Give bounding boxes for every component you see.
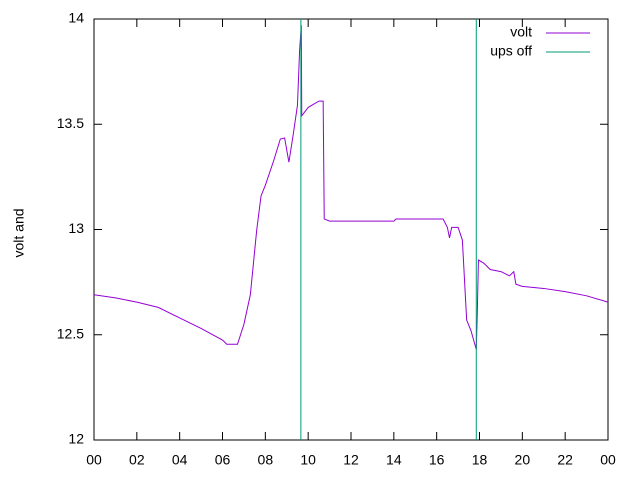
y-tick-label: 13.5 <box>57 115 84 131</box>
legend-label: ups off <box>490 43 532 59</box>
x-tick-label: 22 <box>557 452 573 468</box>
series-line <box>300 19 477 440</box>
y-tick-label: 14 <box>68 10 84 26</box>
x-tick-label: 00 <box>86 452 102 468</box>
x-tick-label: 04 <box>172 452 188 468</box>
x-tick-label: 02 <box>129 452 145 468</box>
y-tick-label: 12.5 <box>57 325 84 341</box>
x-tick-label: 14 <box>386 452 402 468</box>
y-axis-label: volt and <box>11 208 27 257</box>
x-tick-label: 16 <box>429 452 445 468</box>
x-tick-label: 06 <box>215 452 231 468</box>
x-tick-label: 10 <box>300 452 316 468</box>
y-tick-label: 13 <box>68 220 84 236</box>
series-line <box>93 25 609 350</box>
x-tick-label: 18 <box>472 452 488 468</box>
x-tick-label: 12 <box>343 452 359 468</box>
x-tick-label: 20 <box>515 452 531 468</box>
x-tick-label: 00 <box>600 452 616 468</box>
legend-label: volt <box>510 24 532 40</box>
x-tick-label: 08 <box>258 452 274 468</box>
y-tick-label: 12 <box>68 431 84 447</box>
plot-frame <box>93 18 609 441</box>
